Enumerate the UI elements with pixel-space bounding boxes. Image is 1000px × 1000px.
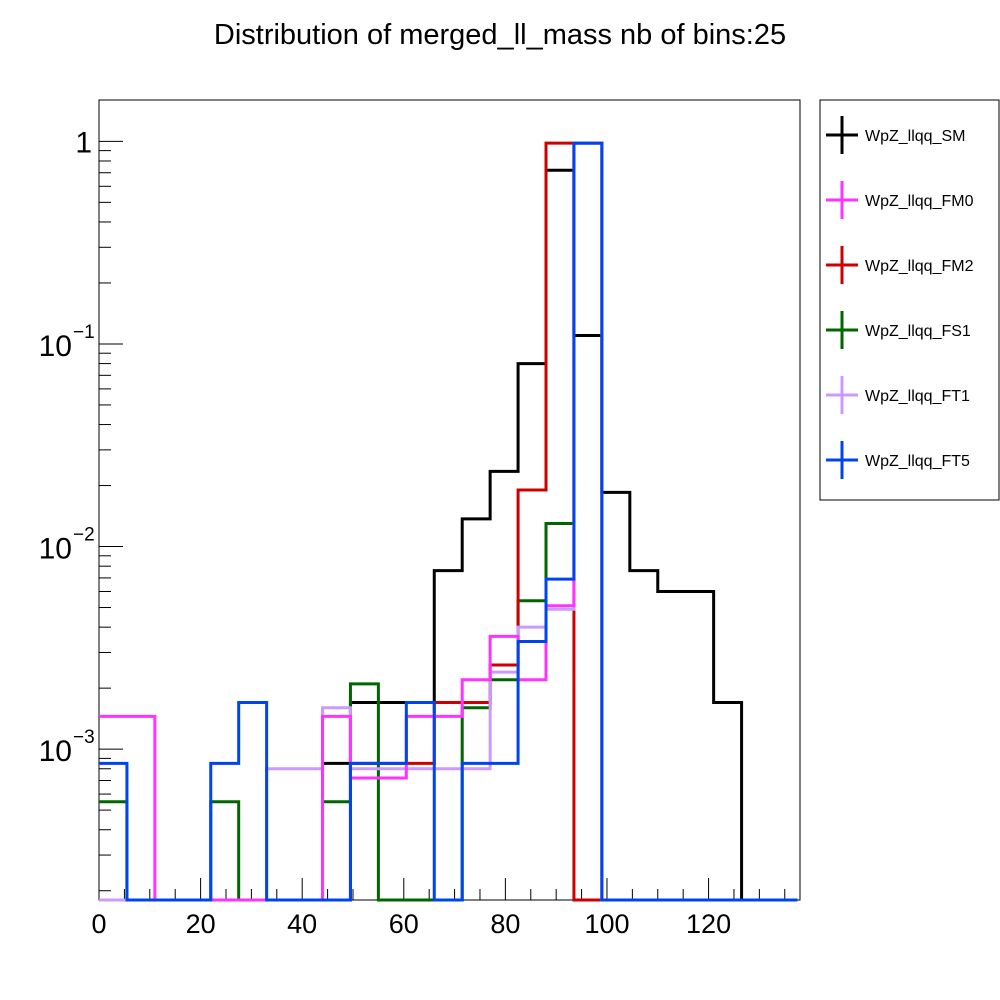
legend-entry: WpZ_llqq_FM0 bbox=[826, 181, 974, 219]
legend-entry: WpZ_llqq_SM bbox=[826, 116, 965, 154]
y-tick-exponent: −1 bbox=[73, 322, 95, 343]
legend-label: WpZ_llqq_FT1 bbox=[865, 388, 970, 405]
y-tick-base: 1 bbox=[75, 126, 92, 159]
y-tick-exponent: −3 bbox=[73, 727, 95, 748]
y-tick-base: 10 bbox=[39, 330, 72, 363]
legend-label: WpZ_llqq_FS1 bbox=[865, 323, 971, 340]
legend-label: WpZ_llqq_FM0 bbox=[865, 193, 974, 210]
legend-label: WpZ_llqq_SM bbox=[865, 128, 965, 145]
x-tick-label: 40 bbox=[287, 909, 317, 939]
legend-entry: WpZ_llqq_FT1 bbox=[826, 376, 970, 414]
x-tick-label: 100 bbox=[584, 909, 629, 939]
y-tick-label: 10 −3 bbox=[39, 727, 95, 768]
series-wpz-llqq-fm0-histogram bbox=[99, 141, 798, 902]
x-tick-label: 0 bbox=[91, 909, 106, 939]
legend-label: WpZ_llqq_FT5 bbox=[865, 453, 970, 470]
chart-title: Distribution of merged_ll_mass nb of bin… bbox=[214, 19, 786, 51]
y-tick-label: 10 −2 bbox=[39, 525, 95, 566]
series-wpz-llqq-ft1-histogram bbox=[99, 141, 798, 902]
y-tick-label: 10 −1 bbox=[39, 322, 95, 363]
legend-box bbox=[819, 99, 1000, 501]
plot-frame bbox=[98, 99, 801, 901]
legend-label: WpZ_llqq_FM2 bbox=[865, 258, 974, 275]
x-tick-label: 60 bbox=[389, 909, 419, 939]
legend-entry: WpZ_llqq_FS1 bbox=[826, 311, 971, 349]
legend-entry: WpZ_llqq_FT5 bbox=[826, 441, 970, 479]
y-tick-base: 10 bbox=[39, 533, 72, 566]
y-tick-exponent: −2 bbox=[73, 525, 95, 546]
legend-entry: WpZ_llqq_FM2 bbox=[826, 246, 974, 284]
series-wpz-llqq-fm2-histogram bbox=[99, 141, 798, 902]
legend: WpZ_llqq_SM WpZ_llqq_FM0 WpZ_llqq_FM2 WpZ_l… bbox=[819, 99, 1000, 501]
series-wpz-llqq-ft5-histogram bbox=[99, 141, 798, 902]
series-wpz-llqq-fs1-histogram bbox=[99, 141, 798, 902]
x-tick-label: 120 bbox=[686, 909, 731, 939]
x-tick-label: 80 bbox=[490, 909, 520, 939]
x-tick-label: 20 bbox=[186, 909, 216, 939]
y-tick-label: 1 bbox=[75, 126, 92, 159]
series-wpz-llqq-sm-histogram bbox=[99, 168, 798, 902]
y-tick-base: 10 bbox=[39, 735, 72, 768]
